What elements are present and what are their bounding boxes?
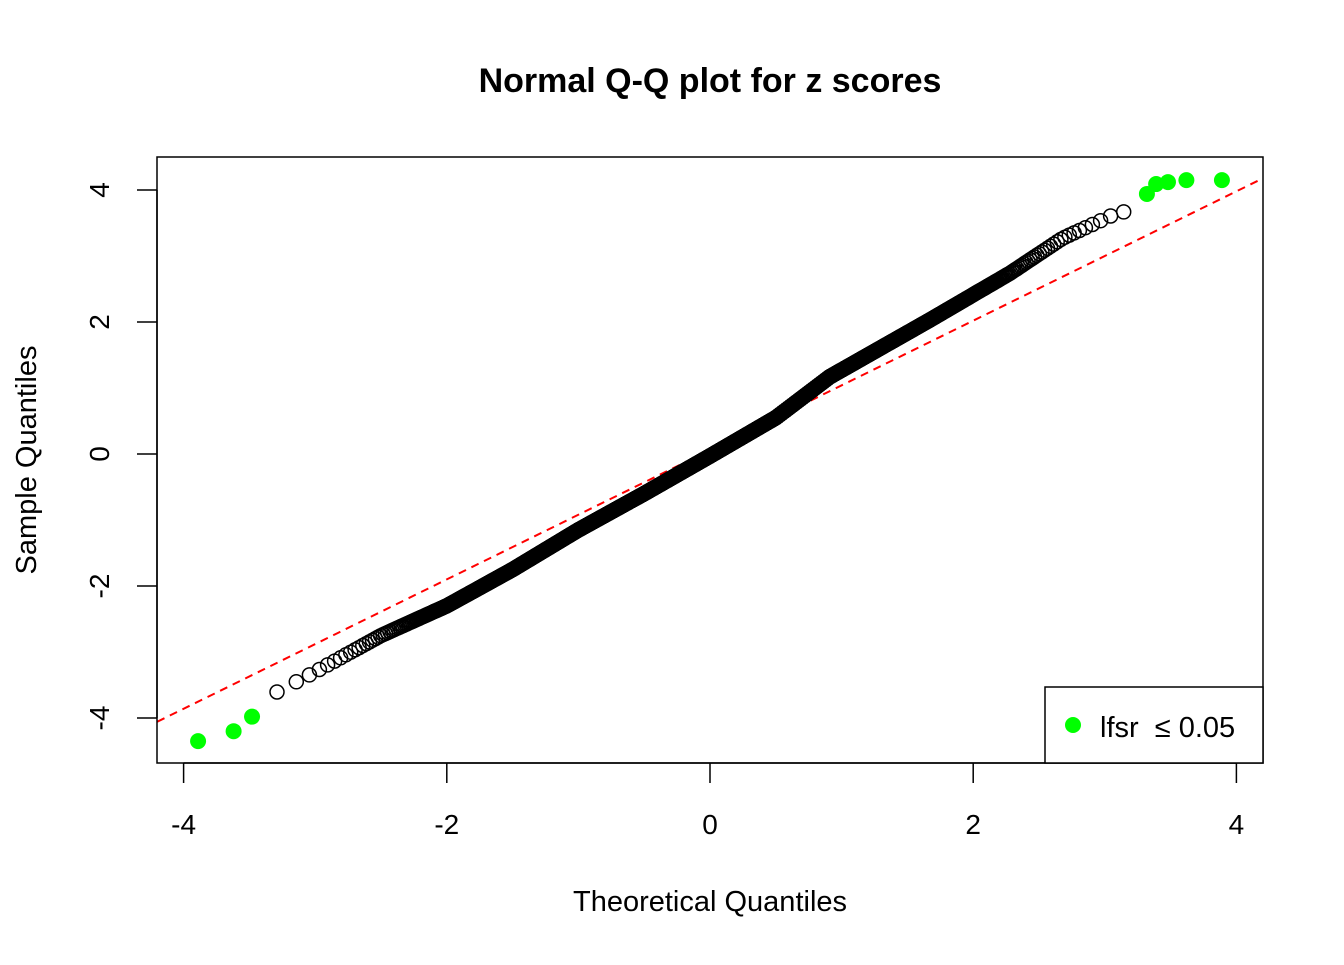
qq-point [1049,234,1065,250]
qq-point-highlighted [244,708,261,725]
qq-point-highlighted [225,723,242,740]
qq-point [311,661,328,678]
qq-point-highlighted [1159,174,1176,191]
qq-point [1084,216,1101,233]
x-tick-label: -4 [171,809,196,840]
legend-box [1044,686,1264,764]
x-tick-label: 4 [1229,809,1245,840]
qq-reference-line [157,177,1263,723]
y-axis: -4 -2 0 2 4 [84,182,158,731]
x-tick-label: -2 [434,809,459,840]
y-tick-label: -2 [84,574,115,599]
qq-point-highlighted [1148,176,1165,193]
qq-point-highlighted [1213,172,1230,189]
chart-title: Normal Q-Q plot for z scores [479,62,942,100]
x-axis-label: Theoretical Quantiles [573,886,847,918]
y-axis-label: Sample Quantiles [11,346,43,575]
qq-point [269,684,285,700]
y-tick-label: 2 [84,314,115,330]
qq-point [301,667,318,683]
qq-point [1092,212,1109,229]
x-tick-label: 0 [702,809,718,840]
legend: lfsr ≤ 0.05 [1044,686,1264,764]
x-axis: -4 -2 0 2 4 [171,762,1245,840]
y-tick-label: -4 [84,706,115,731]
qq-point-highlighted [190,733,207,750]
y-tick-label: 4 [84,182,115,198]
qq-point [1053,231,1069,248]
qq-point [288,674,305,690]
qq-point [1029,247,1045,264]
y-tick-label: 0 [84,446,115,462]
plot-marks [157,172,1263,750]
qq-point [1077,219,1094,236]
qq-point [1115,204,1132,220]
legend-label: lfsr ≤ 0.05 [1100,712,1235,744]
x-tick-label: 2 [965,809,981,840]
legend-marker-highlight [1065,717,1081,733]
qq-point-highlighted [1178,172,1195,189]
